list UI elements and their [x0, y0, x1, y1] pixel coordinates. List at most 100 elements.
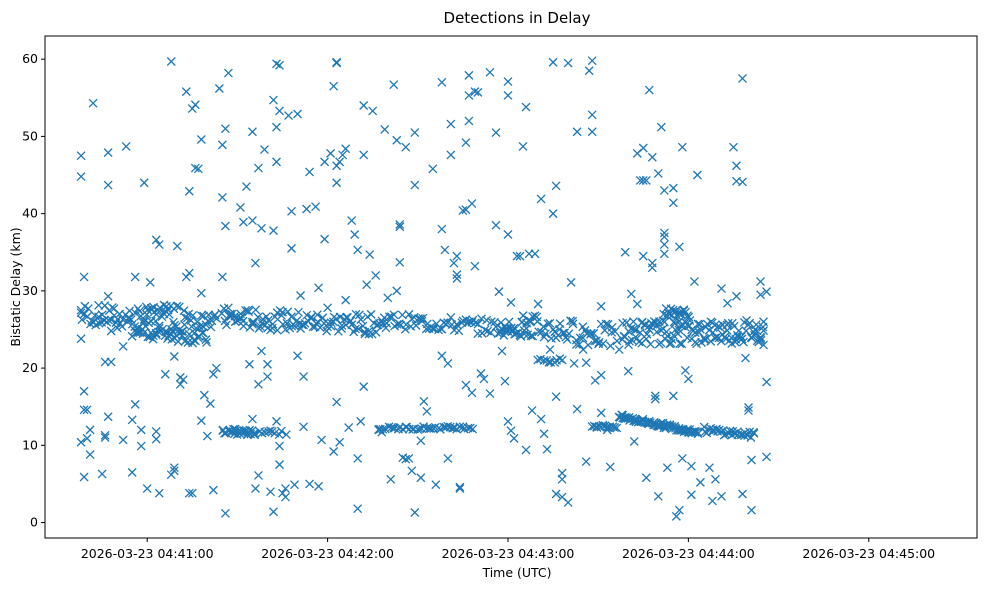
data-point: [312, 310, 322, 320]
data-point: [736, 332, 746, 342]
data-point: [504, 317, 514, 327]
data-point: [477, 314, 486, 324]
data-point: [112, 323, 122, 333]
data-point: [305, 479, 315, 489]
data-point: [515, 251, 525, 261]
data-point: [584, 66, 594, 76]
data-point: [607, 322, 617, 332]
data-point: [539, 322, 548, 332]
data-point: [759, 326, 769, 336]
data-point: [406, 322, 416, 331]
data-point: [332, 397, 342, 407]
data-point: [181, 87, 191, 97]
plot-frame: [44, 35, 978, 539]
data-point: [141, 302, 151, 312]
data-point: [247, 216, 257, 226]
data-point: [491, 220, 501, 230]
data-point: [127, 415, 137, 425]
data-point: [136, 441, 146, 451]
data-point: [263, 359, 272, 369]
data-point: [106, 357, 116, 367]
data-point: [518, 311, 528, 321]
data-point: [671, 325, 680, 335]
data-point: [142, 484, 152, 494]
data-point: [410, 180, 420, 190]
data-point: [587, 127, 597, 137]
data-point: [290, 480, 299, 490]
data-point: [395, 222, 405, 232]
data-point: [235, 202, 245, 212]
data-point: [97, 310, 107, 320]
data-point: [272, 157, 281, 167]
data-point: [244, 307, 254, 317]
data-point: [253, 163, 263, 173]
data-point: [586, 328, 596, 338]
data-point: [684, 312, 694, 322]
data-point: [732, 291, 741, 301]
data-point: [139, 178, 149, 188]
data-point: [692, 427, 702, 437]
data-point: [207, 316, 217, 326]
data-point: [358, 321, 368, 331]
data-point: [614, 345, 624, 355]
data-point: [341, 295, 351, 305]
data-point: [437, 224, 447, 234]
data-point: [644, 325, 654, 335]
data-point: [739, 337, 748, 347]
data-point: [659, 186, 669, 195]
data-point: [201, 335, 211, 345]
data-point: [521, 102, 531, 112]
data-point: [506, 297, 516, 307]
data-point: [326, 321, 336, 331]
data-point: [526, 316, 536, 326]
data-point: [455, 484, 465, 494]
data-point: [341, 144, 351, 154]
data-point: [214, 84, 224, 93]
data-point: [536, 414, 546, 424]
data-point: [314, 481, 324, 491]
data-point: [332, 58, 342, 68]
data-point: [155, 303, 165, 313]
data-point: [160, 369, 170, 379]
data-point: [198, 328, 208, 338]
data-point: [521, 445, 531, 455]
data-point: [677, 142, 687, 152]
data-point: [532, 317, 542, 326]
data-point: [263, 372, 272, 382]
data-point: [395, 219, 405, 229]
data-point: [172, 241, 182, 251]
data-point: [690, 328, 700, 338]
data-point: [756, 290, 765, 300]
data-point: [251, 305, 261, 315]
data-point: [762, 377, 772, 387]
data-point: [329, 447, 339, 456]
data-point: [723, 298, 732, 308]
data-point: [528, 331, 538, 341]
data-point: [568, 319, 578, 329]
data-point: [627, 335, 637, 345]
data-point: [629, 437, 639, 446]
data-point: [464, 91, 474, 100]
data-point: [184, 488, 194, 498]
data-point: [500, 376, 510, 386]
data-point: [555, 354, 565, 364]
x-axis: 2026-03-23 04:41:00 2026-03-23 04:42:00 20…: [81, 538, 935, 561]
data-point: [356, 416, 366, 426]
data-point: [323, 303, 333, 313]
data-point: [739, 431, 749, 441]
data-point: [151, 434, 161, 444]
data-point: [452, 270, 462, 280]
data-point: [598, 339, 608, 349]
data-point: [356, 315, 366, 324]
data-point: [247, 127, 257, 137]
data-point: [503, 91, 513, 100]
data-point: [103, 148, 113, 158]
data-point: [668, 183, 678, 193]
data-point: [566, 277, 576, 287]
data-point: [541, 329, 550, 339]
data-point: [494, 287, 504, 297]
data-point: [662, 463, 672, 473]
data-point: [293, 307, 303, 317]
x-tick-label: 2026-03-23 04:41:00: [81, 546, 214, 561]
